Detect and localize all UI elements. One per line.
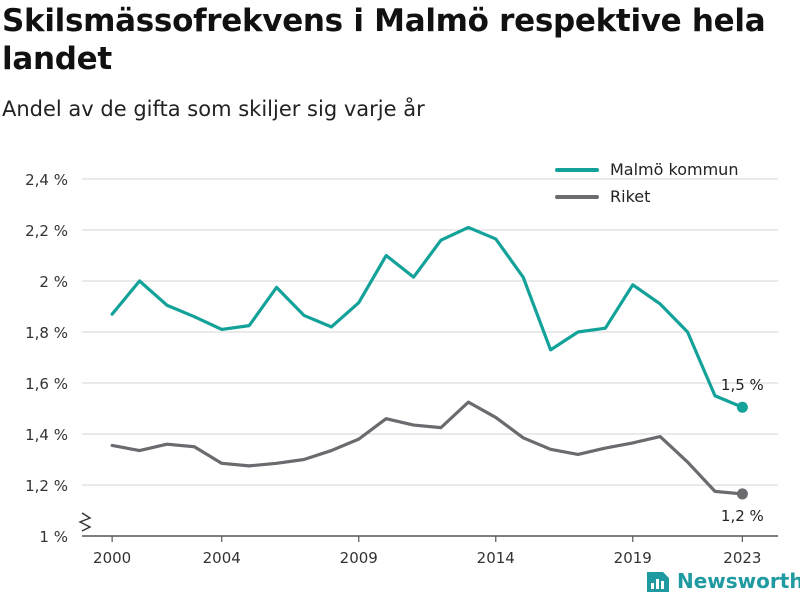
brand-name: Newsworthy [677, 569, 800, 593]
x-tick-label: 2009 [340, 549, 378, 567]
axis-break-icon [78, 512, 92, 532]
series-end-label: 1,5 % [721, 376, 764, 394]
x-tick-label: 2023 [723, 549, 761, 567]
series-line-riket [110, 400, 744, 496]
y-tick-label: 1,6 % [25, 375, 68, 393]
y-tick-label: 2,2 % [25, 222, 68, 240]
y-tick-label: 1,8 % [25, 324, 68, 342]
y-tick-label: 1 % [39, 528, 68, 546]
series-end-point [736, 401, 748, 413]
x-tick-label: 2004 [203, 549, 241, 567]
newsworthy-logo-icon [647, 572, 669, 592]
y-tick-label: 2 % [39, 273, 68, 291]
series-end-point [736, 488, 748, 500]
y-tick-label: 1,2 % [25, 477, 68, 495]
chart-title: Skilsmässofrekvens i Malmö respektive he… [2, 3, 766, 77]
y-tick-label: 1,4 % [25, 426, 68, 444]
series-end-label: 1,2 % [721, 507, 764, 525]
newsworthy-logo: Newsworthy [645, 568, 800, 594]
x-tick-label: 2000 [93, 549, 131, 567]
x-tick-label: 2014 [477, 549, 515, 567]
series-line-malmo [110, 225, 744, 409]
y-tick-label: 2,4 % [25, 171, 68, 189]
chart-subtitle: Andel av de gifta som skiljer sig varje … [2, 97, 425, 121]
legend-label: Riket [610, 187, 650, 206]
legend-label: Malmö kommun [610, 160, 738, 179]
x-tick-label: 2019 [614, 549, 652, 567]
